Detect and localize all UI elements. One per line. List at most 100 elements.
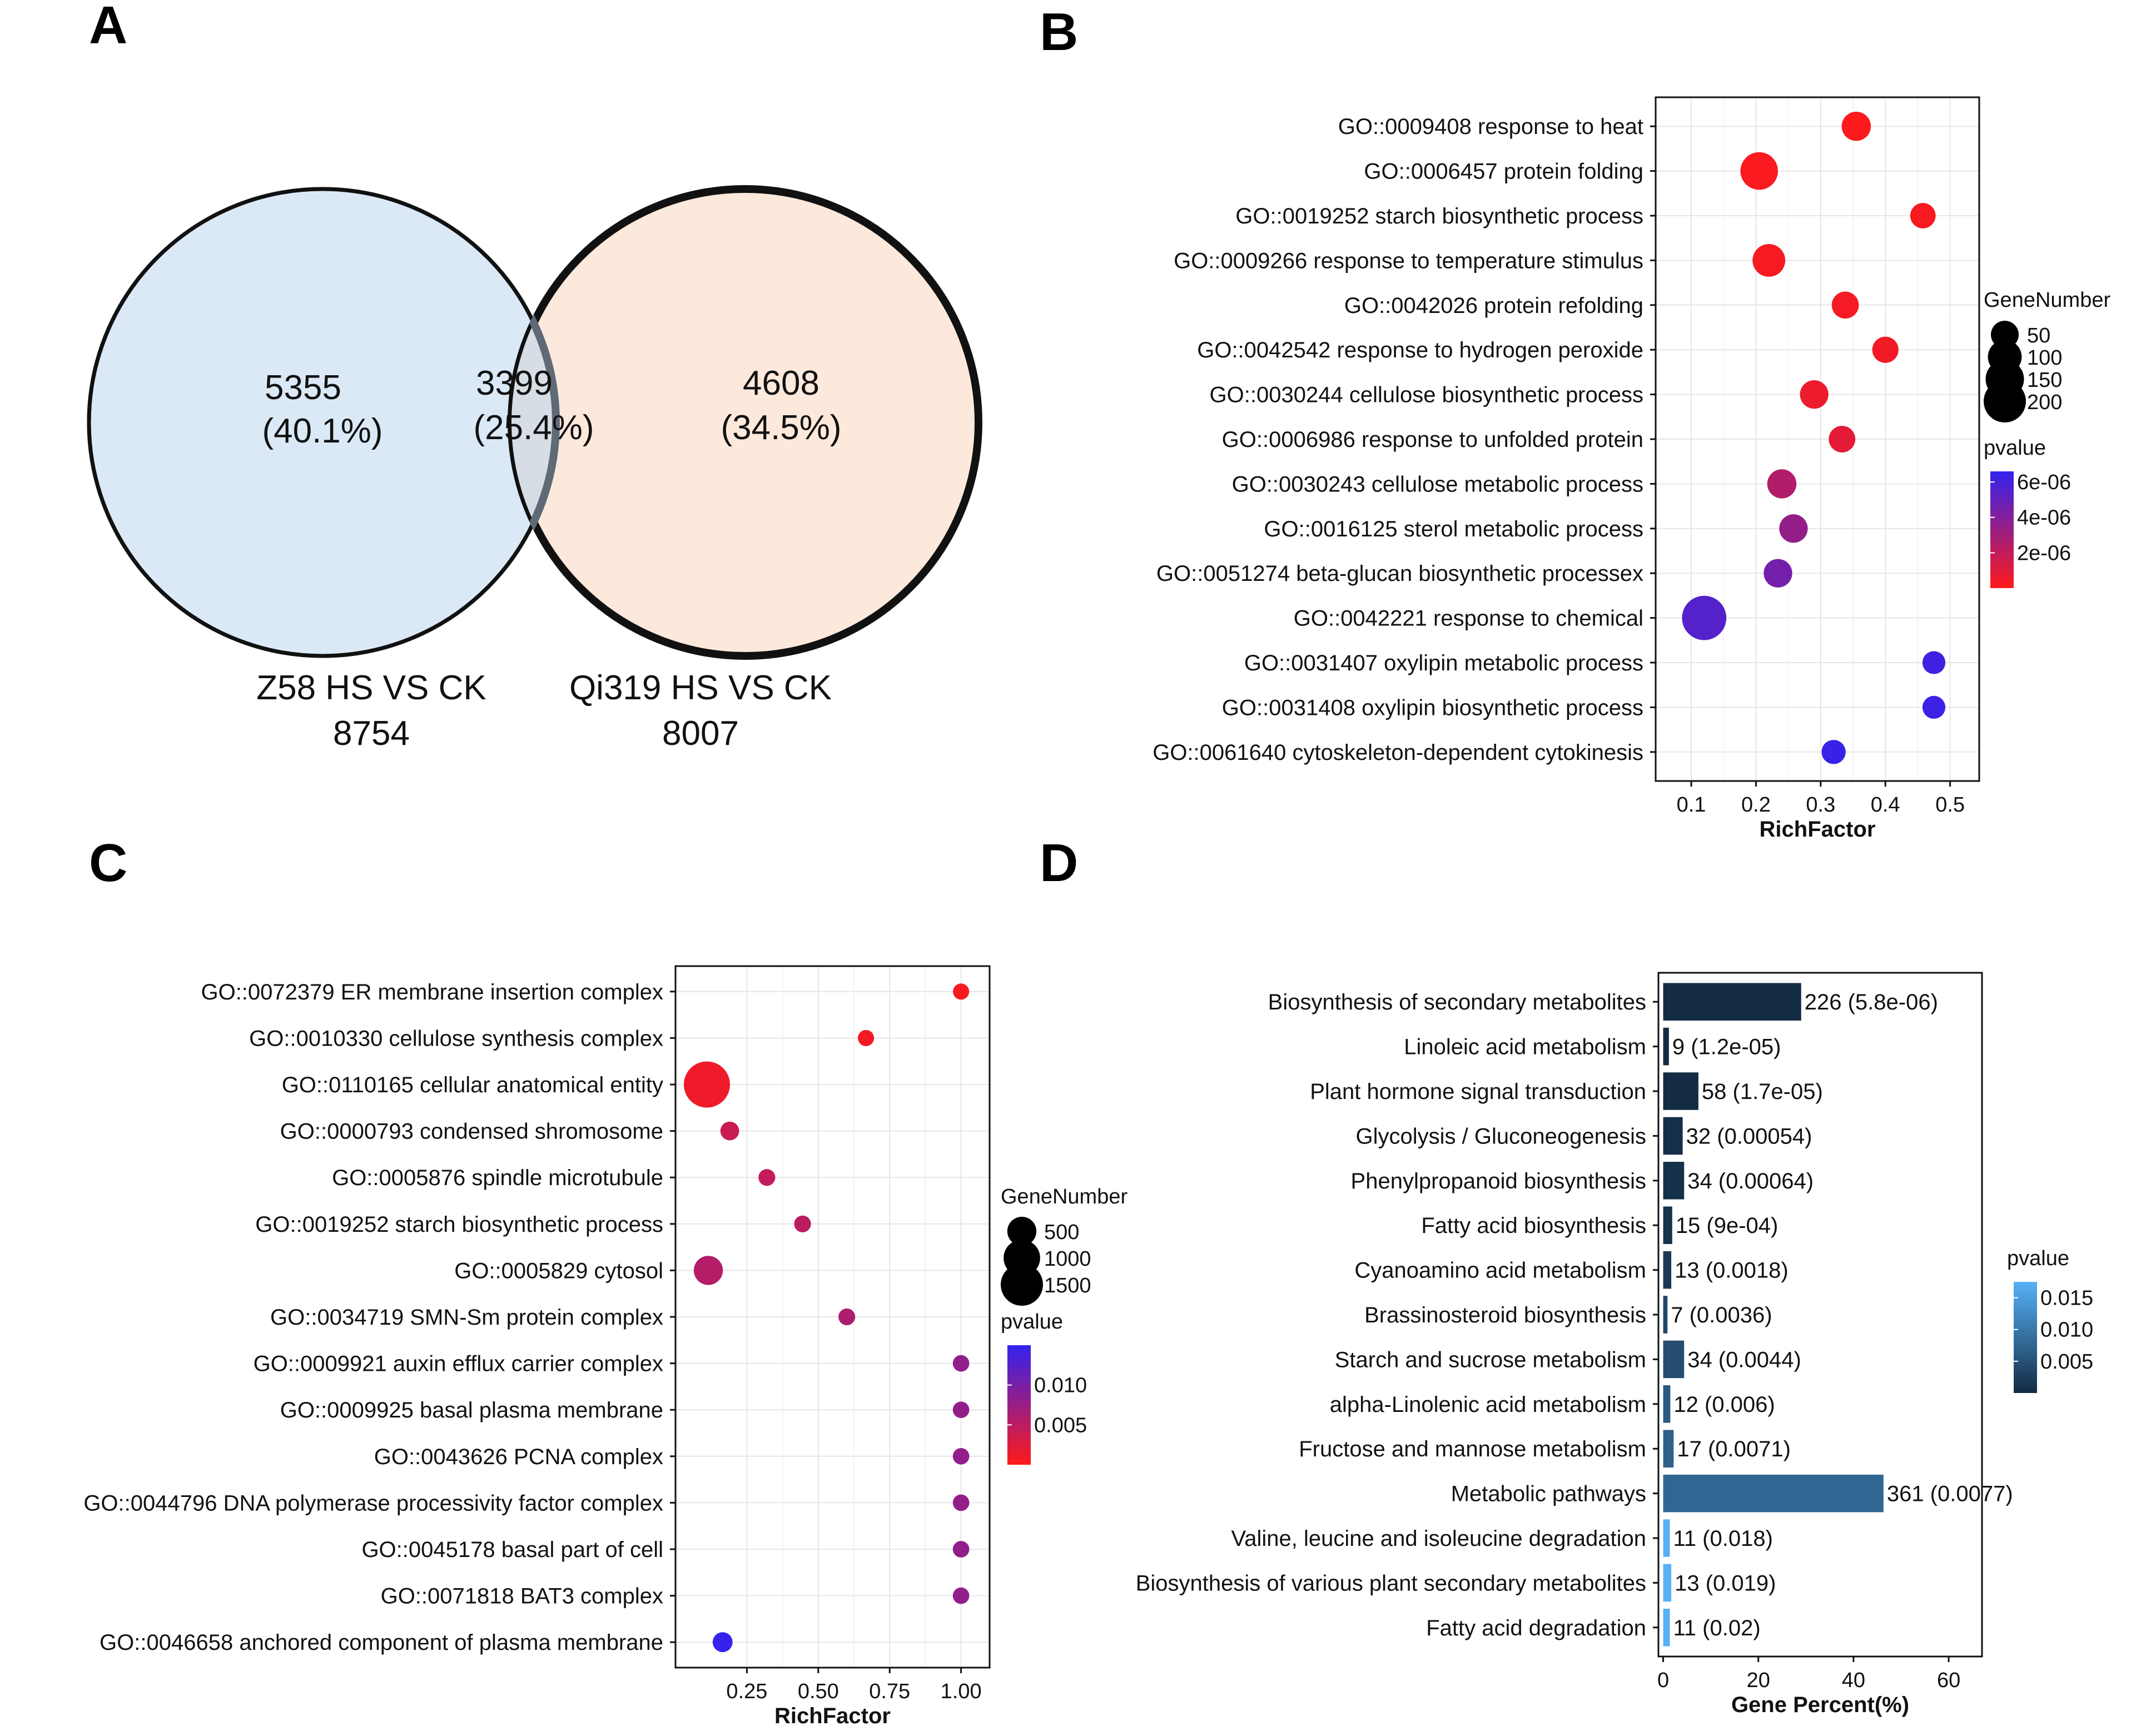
category-label: GO::0019252 starch biosynthetic process bbox=[1235, 204, 1643, 228]
x-tick-label: 0.4 bbox=[1871, 793, 1900, 817]
category-label: Metabolic pathways bbox=[1451, 1482, 1646, 1506]
color-legend-title: pvalue bbox=[1984, 436, 2046, 460]
venn-right-count: 4608 bbox=[743, 364, 819, 402]
bar-value-label: 9 (1.2e-05) bbox=[1672, 1035, 1781, 1059]
venn-left-count: 5355 bbox=[265, 369, 341, 407]
data-point bbox=[1682, 595, 1727, 640]
size-legend-label: 50 bbox=[2027, 324, 2050, 347]
category-label: GO::0042026 protein refolding bbox=[1344, 294, 1643, 318]
category-label: Phenylpropanoid biosynthesis bbox=[1351, 1169, 1646, 1193]
category-label: Biosynthesis of various plant secondary … bbox=[1136, 1571, 1646, 1595]
category-label: GO::0042542 response to hydrogen peroxid… bbox=[1197, 338, 1643, 362]
panel-c-bubble-chart: GO::0072379 ER membrane insertion comple… bbox=[83, 965, 1127, 1728]
category-label: GO::0031407 oxylipin metabolic process bbox=[1244, 651, 1643, 675]
color-legend-title: pvalue bbox=[1001, 1310, 1063, 1334]
venn-left-total: 8754 bbox=[333, 714, 410, 753]
data-point bbox=[1872, 336, 1899, 363]
x-tick-label: 0.5 bbox=[1935, 793, 1965, 817]
category-label: GO::0010330 cellulose synthesis complex bbox=[249, 1026, 663, 1051]
color-legend-label: 0.015 bbox=[2040, 1287, 2093, 1310]
color-legend-label: 0.010 bbox=[1034, 1374, 1087, 1397]
color-legend-label: 6e-06 bbox=[2017, 471, 2071, 494]
bar bbox=[1663, 1430, 1674, 1468]
category-label: GO::0045178 basal part of cell bbox=[361, 1538, 663, 1562]
bar-value-label: 34 (0.0044) bbox=[1687, 1347, 1801, 1372]
category-label: GO::0016125 sterol metabolic process bbox=[1264, 517, 1643, 541]
bar bbox=[1663, 1072, 1698, 1110]
venn-right-label: Qi319 HS VS CK bbox=[569, 669, 832, 707]
data-point bbox=[1841, 111, 1871, 141]
venn-overlap-edge bbox=[508, 185, 560, 660]
x-tick-label: 0.25 bbox=[726, 1680, 767, 1703]
x-tick-label: 0.75 bbox=[869, 1680, 910, 1703]
bar bbox=[1663, 1027, 1669, 1066]
size-legend-title: GeneNumber bbox=[1001, 1185, 1127, 1208]
category-label: Biosynthesis of secondary metabolites bbox=[1268, 990, 1646, 1014]
category-label: Cyanoamino acid metabolism bbox=[1354, 1259, 1646, 1283]
color-legend-bar bbox=[1007, 1345, 1031, 1465]
data-point bbox=[952, 1541, 970, 1558]
category-label: Fatty acid degradation bbox=[1426, 1616, 1646, 1640]
category-label: GO::0005876 spindle microtubule bbox=[332, 1166, 663, 1190]
panel-d-bar-chart: Biosynthesis of secondary metabolites 226… bbox=[1136, 972, 2093, 1717]
venn-diagram: 5355 (40.1%) 3399 (25.4%) 4608 (34.5%) Z… bbox=[87, 185, 982, 753]
bar-value-label: 34 (0.00064) bbox=[1687, 1169, 1814, 1193]
category-label: GO::0009925 basal plasma membrane bbox=[280, 1398, 663, 1422]
data-point bbox=[1800, 380, 1829, 409]
bar bbox=[1663, 1340, 1685, 1379]
category-label: GO::0030244 cellulose biosynthetic proce… bbox=[1210, 383, 1643, 407]
data-point bbox=[1767, 469, 1797, 499]
x-axis-title: Gene Percent(%) bbox=[1731, 1693, 1909, 1717]
data-point bbox=[1831, 291, 1859, 319]
category-label: Fatty acid biosynthesis bbox=[1421, 1213, 1646, 1238]
x-tick-label: 0 bbox=[1657, 1669, 1669, 1692]
data-point bbox=[1821, 740, 1846, 764]
data-point bbox=[1910, 203, 1936, 228]
panel-letter-d: D bbox=[1040, 833, 1078, 893]
venn-right-total: 8007 bbox=[662, 714, 739, 753]
bar-value-label: 15 (9e-04) bbox=[1676, 1213, 1779, 1238]
bar bbox=[1663, 1385, 1671, 1423]
category-label: Plant hormone signal transduction bbox=[1310, 1080, 1646, 1104]
color-legend-label: 4e-06 bbox=[2017, 506, 2071, 530]
category-label: GO::0030243 cellulose metabolic process bbox=[1232, 472, 1643, 496]
category-label: GO::0031408 oxylipin biosynthetic proces… bbox=[1222, 695, 1643, 720]
size-legend-label: 1500 bbox=[1044, 1274, 1091, 1297]
venn-overlap-percent: (25.4%) bbox=[473, 409, 594, 447]
x-tick-label: 0.2 bbox=[1741, 793, 1771, 817]
x-tick-label: 0.50 bbox=[798, 1680, 839, 1703]
color-legend-title: pvalue bbox=[2007, 1247, 2069, 1270]
category-label: GO::0006457 protein folding bbox=[1364, 160, 1643, 184]
bar bbox=[1663, 1564, 1672, 1602]
color-legend-label: 2e-06 bbox=[2017, 541, 2071, 565]
category-label: GO::0043626 PCNA complex bbox=[374, 1445, 663, 1469]
venn-overlap-count: 3399 bbox=[476, 364, 553, 402]
data-point bbox=[1752, 243, 1786, 277]
x-tick-label: 0.3 bbox=[1806, 793, 1835, 817]
category-label: GO::0044796 DNA polymerase processivity … bbox=[83, 1491, 663, 1515]
category-label: GO::0071818 BAT3 complex bbox=[381, 1584, 663, 1609]
data-point bbox=[952, 1401, 970, 1419]
plot-frame bbox=[674, 965, 991, 1669]
size-legend-label: 500 bbox=[1044, 1221, 1079, 1244]
size-legend-label: 150 bbox=[2027, 369, 2062, 392]
bar bbox=[1663, 1609, 1670, 1647]
bar-value-label: 17 (0.0071) bbox=[1677, 1437, 1791, 1461]
data-point bbox=[953, 983, 970, 1000]
panel-letter-a: A bbox=[89, 0, 127, 55]
category-label: GO::0046658 anchored component of plasma… bbox=[100, 1630, 663, 1655]
color-legend-label: 0.010 bbox=[2040, 1319, 2093, 1342]
data-point bbox=[952, 1355, 970, 1372]
size-legend-dot bbox=[1001, 1264, 1043, 1306]
venn-left-label: Z58 HS VS CK bbox=[256, 669, 486, 707]
plot-frame bbox=[1655, 96, 1980, 782]
bar-value-label: 13 (0.0018) bbox=[1675, 1259, 1789, 1283]
category-label: Brassinosteroid biosynthesis bbox=[1364, 1303, 1646, 1327]
bar-value-label: 361 (0.0077) bbox=[1887, 1482, 2013, 1506]
bar-value-label: 226 (5.8e-06) bbox=[1805, 990, 1938, 1014]
category-label: GO::0009921 auxin efflux carrier complex bbox=[254, 1352, 663, 1376]
category-label: alpha-Linolenic acid metabolism bbox=[1330, 1392, 1646, 1417]
bar bbox=[1663, 1296, 1668, 1334]
size-legend-label: 200 bbox=[2027, 391, 2062, 414]
